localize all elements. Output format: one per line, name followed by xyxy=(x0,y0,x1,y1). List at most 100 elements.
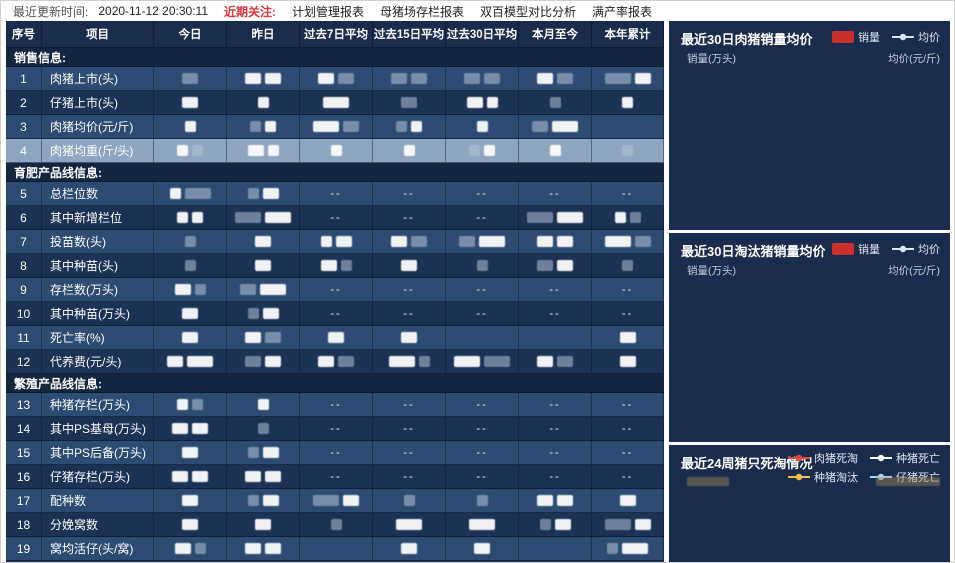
redacted-value-block xyxy=(619,356,636,367)
nav-link-capacity-report[interactable]: 满产率报表 xyxy=(592,4,653,19)
section-header-row: 繁殖产品线信息: xyxy=(6,374,664,393)
table-cell xyxy=(446,91,519,114)
multi-line-chart[interactable] xyxy=(669,445,950,563)
table-cell xyxy=(519,254,592,277)
table-row[interactable]: 8 其中种苗(头) xyxy=(6,254,664,278)
redacted-value-block xyxy=(537,260,553,271)
table-cell: -- xyxy=(519,302,592,325)
redacted-value-block xyxy=(604,73,631,84)
table-row[interactable]: 14 其中PS基母(万头) -- -- -- -- -- xyxy=(6,417,664,441)
legend-label: 销量 xyxy=(858,244,880,256)
nav-link-sow-farm-report[interactable]: 母猪场存栏报表 xyxy=(380,4,465,19)
table-row[interactable]: 12 代养费(元/头) xyxy=(6,350,664,374)
legend-item[interactable]: 销量 xyxy=(832,241,880,257)
cell-value: -- xyxy=(549,283,561,296)
cell-value: -- xyxy=(330,422,342,435)
legend-item[interactable]: 种猪死亡 xyxy=(870,450,940,466)
table-row[interactable]: 2 仔猪上市(头) xyxy=(6,91,664,115)
cell-value: -- xyxy=(476,187,488,200)
cell-value: -- xyxy=(403,446,415,459)
table-row[interactable]: 6 其中新增栏位 -- -- -- xyxy=(6,206,664,230)
legend-item[interactable]: 销量 xyxy=(832,29,880,45)
table-cell xyxy=(446,489,519,512)
redacted-value-block xyxy=(537,495,553,506)
legend-label: 种猪淘汰 xyxy=(814,472,858,484)
legend-item[interactable]: 种猪淘汰 xyxy=(788,469,858,485)
redacted-value-block xyxy=(194,543,206,554)
table-cell xyxy=(519,91,592,114)
cell-value: -- xyxy=(621,422,634,435)
table-row[interactable]: 16 仔猪存栏(万头) -- -- -- -- -- xyxy=(6,465,664,489)
legend-label: 均价 xyxy=(918,32,940,44)
table-row[interactable]: 10 其中种苗(万头) -- -- -- -- -- xyxy=(6,302,664,326)
table-cell xyxy=(227,278,300,301)
redacted-value-block xyxy=(557,495,573,506)
legend-item[interactable]: 仔猪死亡 xyxy=(870,469,940,485)
cell-value: -- xyxy=(549,470,561,483)
legend-label: 均价 xyxy=(918,244,940,256)
table-cell xyxy=(154,489,227,512)
table-cell xyxy=(227,326,300,349)
redacted-value-block xyxy=(454,356,480,367)
cell-value: -- xyxy=(330,211,342,224)
redacted-value-block xyxy=(466,97,483,108)
table-row[interactable]: 18 分娩窝数 xyxy=(6,513,664,537)
table-cell xyxy=(446,139,519,162)
table-cell xyxy=(373,67,446,90)
redacted-value-block xyxy=(177,212,188,223)
redacted-value-block xyxy=(476,121,488,132)
bar-line-chart[interactable] xyxy=(669,21,950,230)
row-label: 肉猪均重(斤/头) xyxy=(42,139,154,162)
table-cell xyxy=(373,139,446,162)
redacted-value-block xyxy=(247,495,259,506)
table-row[interactable]: 19 窝均活仔(头/窝) xyxy=(6,537,664,561)
table-row[interactable]: 3 肉猪均价(元/斤) xyxy=(6,115,664,139)
chart-panel-cull-pig-sales[interactable]: 最近30日淘汰猪销量均价 销量 00.511.52010.1410.1810.22… xyxy=(669,233,950,442)
table-cell xyxy=(227,91,300,114)
table-row[interactable]: 4 肉猪均重(斤/头) xyxy=(6,139,664,163)
table-row[interactable]: 7 投苗数(头) xyxy=(6,230,664,254)
row-label: 肉猪均价(元/斤) xyxy=(42,115,154,138)
redacted-value-block xyxy=(343,121,359,132)
chart-panel-pig-sales[interactable]: 最近30日肉猪销量均价 销量 110.1410.1810.2210.2610.30… xyxy=(669,21,950,230)
table-row[interactable]: 13 种猪存栏(万头) -- -- -- -- -- xyxy=(6,393,664,417)
legend-item[interactable]: 2.521.51086 肉猪死淘 xyxy=(788,450,858,466)
nav-link-model-compare[interactable]: 双百模型对比分析 xyxy=(480,4,577,19)
table-row[interactable]: 17 配种数 xyxy=(6,489,664,513)
table-cell xyxy=(300,489,373,512)
table-cell xyxy=(592,489,664,512)
redacted-value-block xyxy=(391,236,407,247)
redacted-value-block xyxy=(184,260,196,271)
redacted-value-block xyxy=(338,356,354,367)
redacted-value-block xyxy=(328,332,344,343)
table-row[interactable]: 15 其中PS后备(万头) -- -- -- -- -- xyxy=(6,441,664,465)
bar-line-chart[interactable] xyxy=(669,233,950,442)
row-label: 总栏位数 xyxy=(42,182,154,205)
legend-item[interactable]: 00.511.52010.1410.1810.2210.2610.3011.31… xyxy=(892,241,940,257)
row-number: 19 xyxy=(6,537,42,560)
table-cell xyxy=(446,67,519,90)
table-row[interactable]: 11 死亡率(%) xyxy=(6,326,664,350)
cell-value: -- xyxy=(330,446,342,459)
redacted-value-block xyxy=(537,356,553,367)
redacted-value-block xyxy=(177,399,188,410)
row-label: 分娩窝数 xyxy=(42,513,154,536)
table-row[interactable]: 9 存栏数(万头) -- -- -- -- -- xyxy=(6,278,664,302)
table-row[interactable]: 1 肉猪上市(头) xyxy=(6,67,664,91)
redacted-value-block xyxy=(418,356,430,367)
table-cell xyxy=(154,393,227,416)
redacted-value-block xyxy=(403,495,415,506)
redacted-value-block xyxy=(265,73,281,84)
redacted-value-block xyxy=(313,121,339,132)
table-cell: -- xyxy=(373,417,446,440)
row-label: 肉猪上市(头) xyxy=(42,67,154,90)
cell-value: -- xyxy=(403,470,415,483)
redacted-value-block xyxy=(619,332,636,343)
legend-item[interactable]: 110.1410.1810.2210.2610.3011.311.711.11 均… xyxy=(892,29,940,45)
nav-link-plan-report[interactable]: 计划管理报表 xyxy=(292,4,365,19)
table-cell xyxy=(154,67,227,90)
row-number: 11 xyxy=(6,326,42,349)
table-row[interactable]: 5 总栏位数 -- -- -- -- -- xyxy=(6,182,664,206)
